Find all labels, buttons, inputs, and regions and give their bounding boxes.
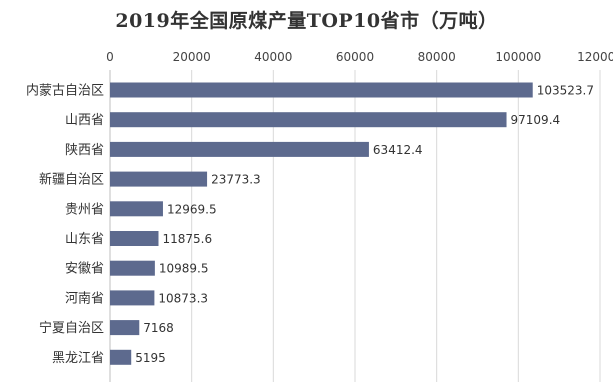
- category-label: 内蒙古自治区: [26, 83, 104, 99]
- category-label: 山西省: [65, 113, 104, 128]
- data-label: 63412.4: [373, 143, 423, 157]
- x-tick-label: 120000: [577, 50, 613, 64]
- bar: [110, 141, 369, 157]
- bar: [110, 82, 533, 98]
- data-label: 10873.3: [158, 291, 208, 305]
- x-tick-label: 40000: [254, 50, 292, 64]
- category-label: 宁夏自治区: [39, 320, 104, 336]
- bar: [110, 231, 159, 246]
- x-tick-label: 80000: [418, 50, 456, 64]
- category-label: 陕西省: [65, 143, 104, 158]
- bar: [110, 290, 155, 306]
- chart-title: 2019年全国原煤产量TOP10省市（万吨）: [115, 10, 498, 32]
- data-label: 7168: [143, 321, 174, 335]
- x-tick-label: 100000: [495, 50, 541, 64]
- bar: [110, 260, 155, 276]
- data-label: 11875.6: [162, 232, 212, 246]
- bar: [110, 201, 163, 217]
- data-label: 5195: [135, 351, 166, 365]
- category-label: 贵州省: [65, 202, 104, 217]
- data-label: 10989.5: [159, 262, 209, 276]
- category-label: 山东省: [65, 232, 104, 247]
- data-label: 23773.3: [211, 173, 261, 187]
- category-label: 安徽省: [65, 262, 104, 277]
- bar: [110, 112, 507, 128]
- data-label: 97109.4: [511, 113, 561, 127]
- data-label: 103523.7: [537, 84, 594, 98]
- category-label: 新疆自治区: [39, 172, 104, 188]
- data-label: 12969.5: [167, 202, 217, 216]
- bar: [110, 171, 208, 187]
- category-label: 黑龙江省: [52, 351, 104, 366]
- x-tick-label: 0: [106, 50, 114, 64]
- bar: [110, 349, 132, 365]
- x-tick-label: 60000: [336, 50, 374, 64]
- category-label: 河南省: [65, 290, 104, 306]
- x-tick-label: 20000: [173, 50, 211, 64]
- bar: [110, 320, 140, 336]
